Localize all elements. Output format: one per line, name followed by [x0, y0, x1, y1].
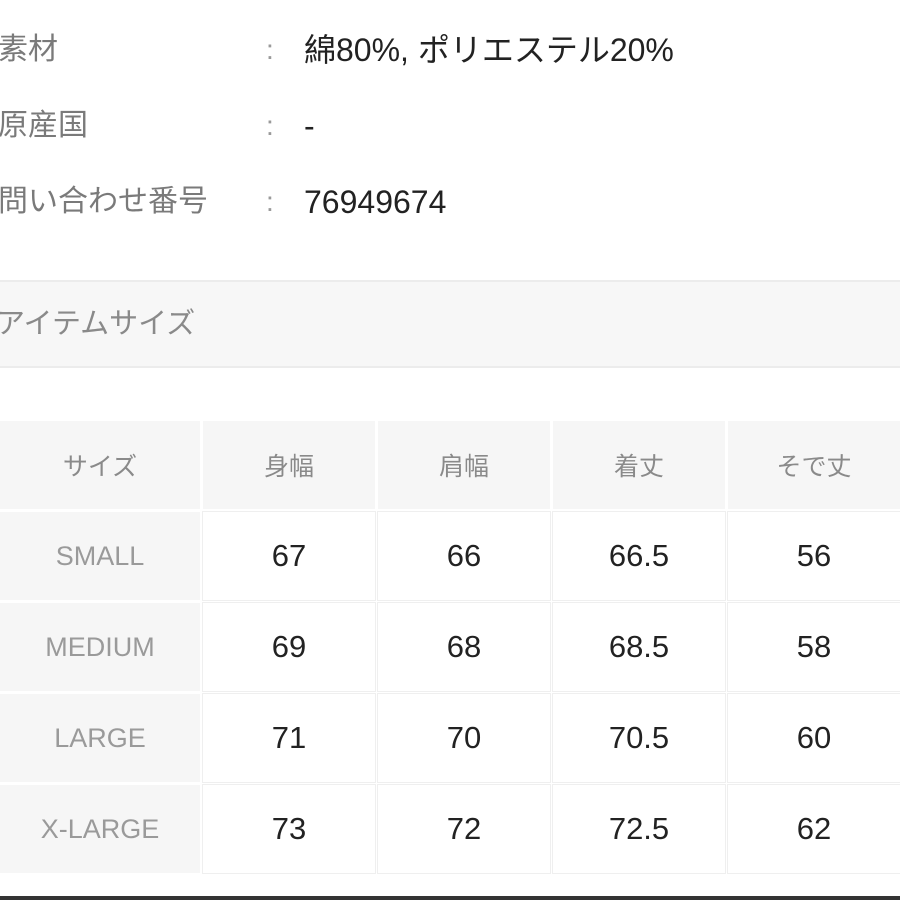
table-row: X-LARGE 73 72 72.5 62 [0, 785, 900, 873]
table-cell: 58 [728, 603, 900, 691]
spec-value: 綿80%, ポリエステル20% [304, 32, 674, 68]
section-title: アイテムサイズ [0, 308, 196, 340]
table-header-row: サイズ 身幅 肩幅 着丈 そで丈 [0, 421, 900, 509]
table-cell: 71 [203, 694, 375, 782]
spec-row-origin: 原産国 : - [0, 101, 900, 151]
table-cell: 70.5 [553, 694, 725, 782]
size-label: SMALL [0, 512, 200, 600]
item-size-section-header: アイテムサイズ [0, 280, 900, 368]
column-header: サイズ [0, 421, 200, 509]
spec-row-material: 素材 : 綿80%, ポリエステル20% [0, 25, 900, 75]
spec-label: 原産国 [0, 109, 88, 142]
table-cell: 66 [378, 512, 550, 600]
column-header: そで丈 [728, 421, 900, 509]
spec-colon: : [266, 110, 274, 141]
spec-value: 76949674 [304, 184, 447, 220]
table-cell: 60 [728, 694, 900, 782]
table-cell: 56 [728, 512, 900, 600]
table-cell: 68 [378, 603, 550, 691]
spec-row-inquiry-number: 問い合わせ番号 : 76949674 [0, 177, 900, 227]
size-label: LARGE [0, 694, 200, 782]
column-header: 肩幅 [378, 421, 550, 509]
table-cell: 62 [728, 785, 900, 873]
spec-label: 素材 [0, 33, 58, 66]
column-header: 着丈 [553, 421, 725, 509]
table-cell: 67 [203, 512, 375, 600]
spec-value: - [304, 108, 315, 144]
bottom-divider [0, 896, 900, 900]
table-row: MEDIUM 69 68 68.5 58 [0, 603, 900, 691]
table-cell: 70 [378, 694, 550, 782]
table-row: LARGE 71 70 70.5 60 [0, 694, 900, 782]
table-cell: 68.5 [553, 603, 725, 691]
table-row: SMALL 67 66 66.5 56 [0, 512, 900, 600]
spec-label: 問い合わせ番号 [0, 185, 208, 218]
spec-colon: : [266, 34, 274, 65]
table-cell: 73 [203, 785, 375, 873]
table-cell: 69 [203, 603, 375, 691]
column-header: 身幅 [203, 421, 375, 509]
size-table: サイズ 身幅 肩幅 着丈 そで丈 SMALL 67 66 66.5 56 MED… [0, 418, 900, 876]
size-label: MEDIUM [0, 603, 200, 691]
size-label: X-LARGE [0, 785, 200, 873]
table-cell: 66.5 [553, 512, 725, 600]
table-cell: 72 [378, 785, 550, 873]
spec-colon: : [266, 186, 274, 217]
table-cell: 72.5 [553, 785, 725, 873]
